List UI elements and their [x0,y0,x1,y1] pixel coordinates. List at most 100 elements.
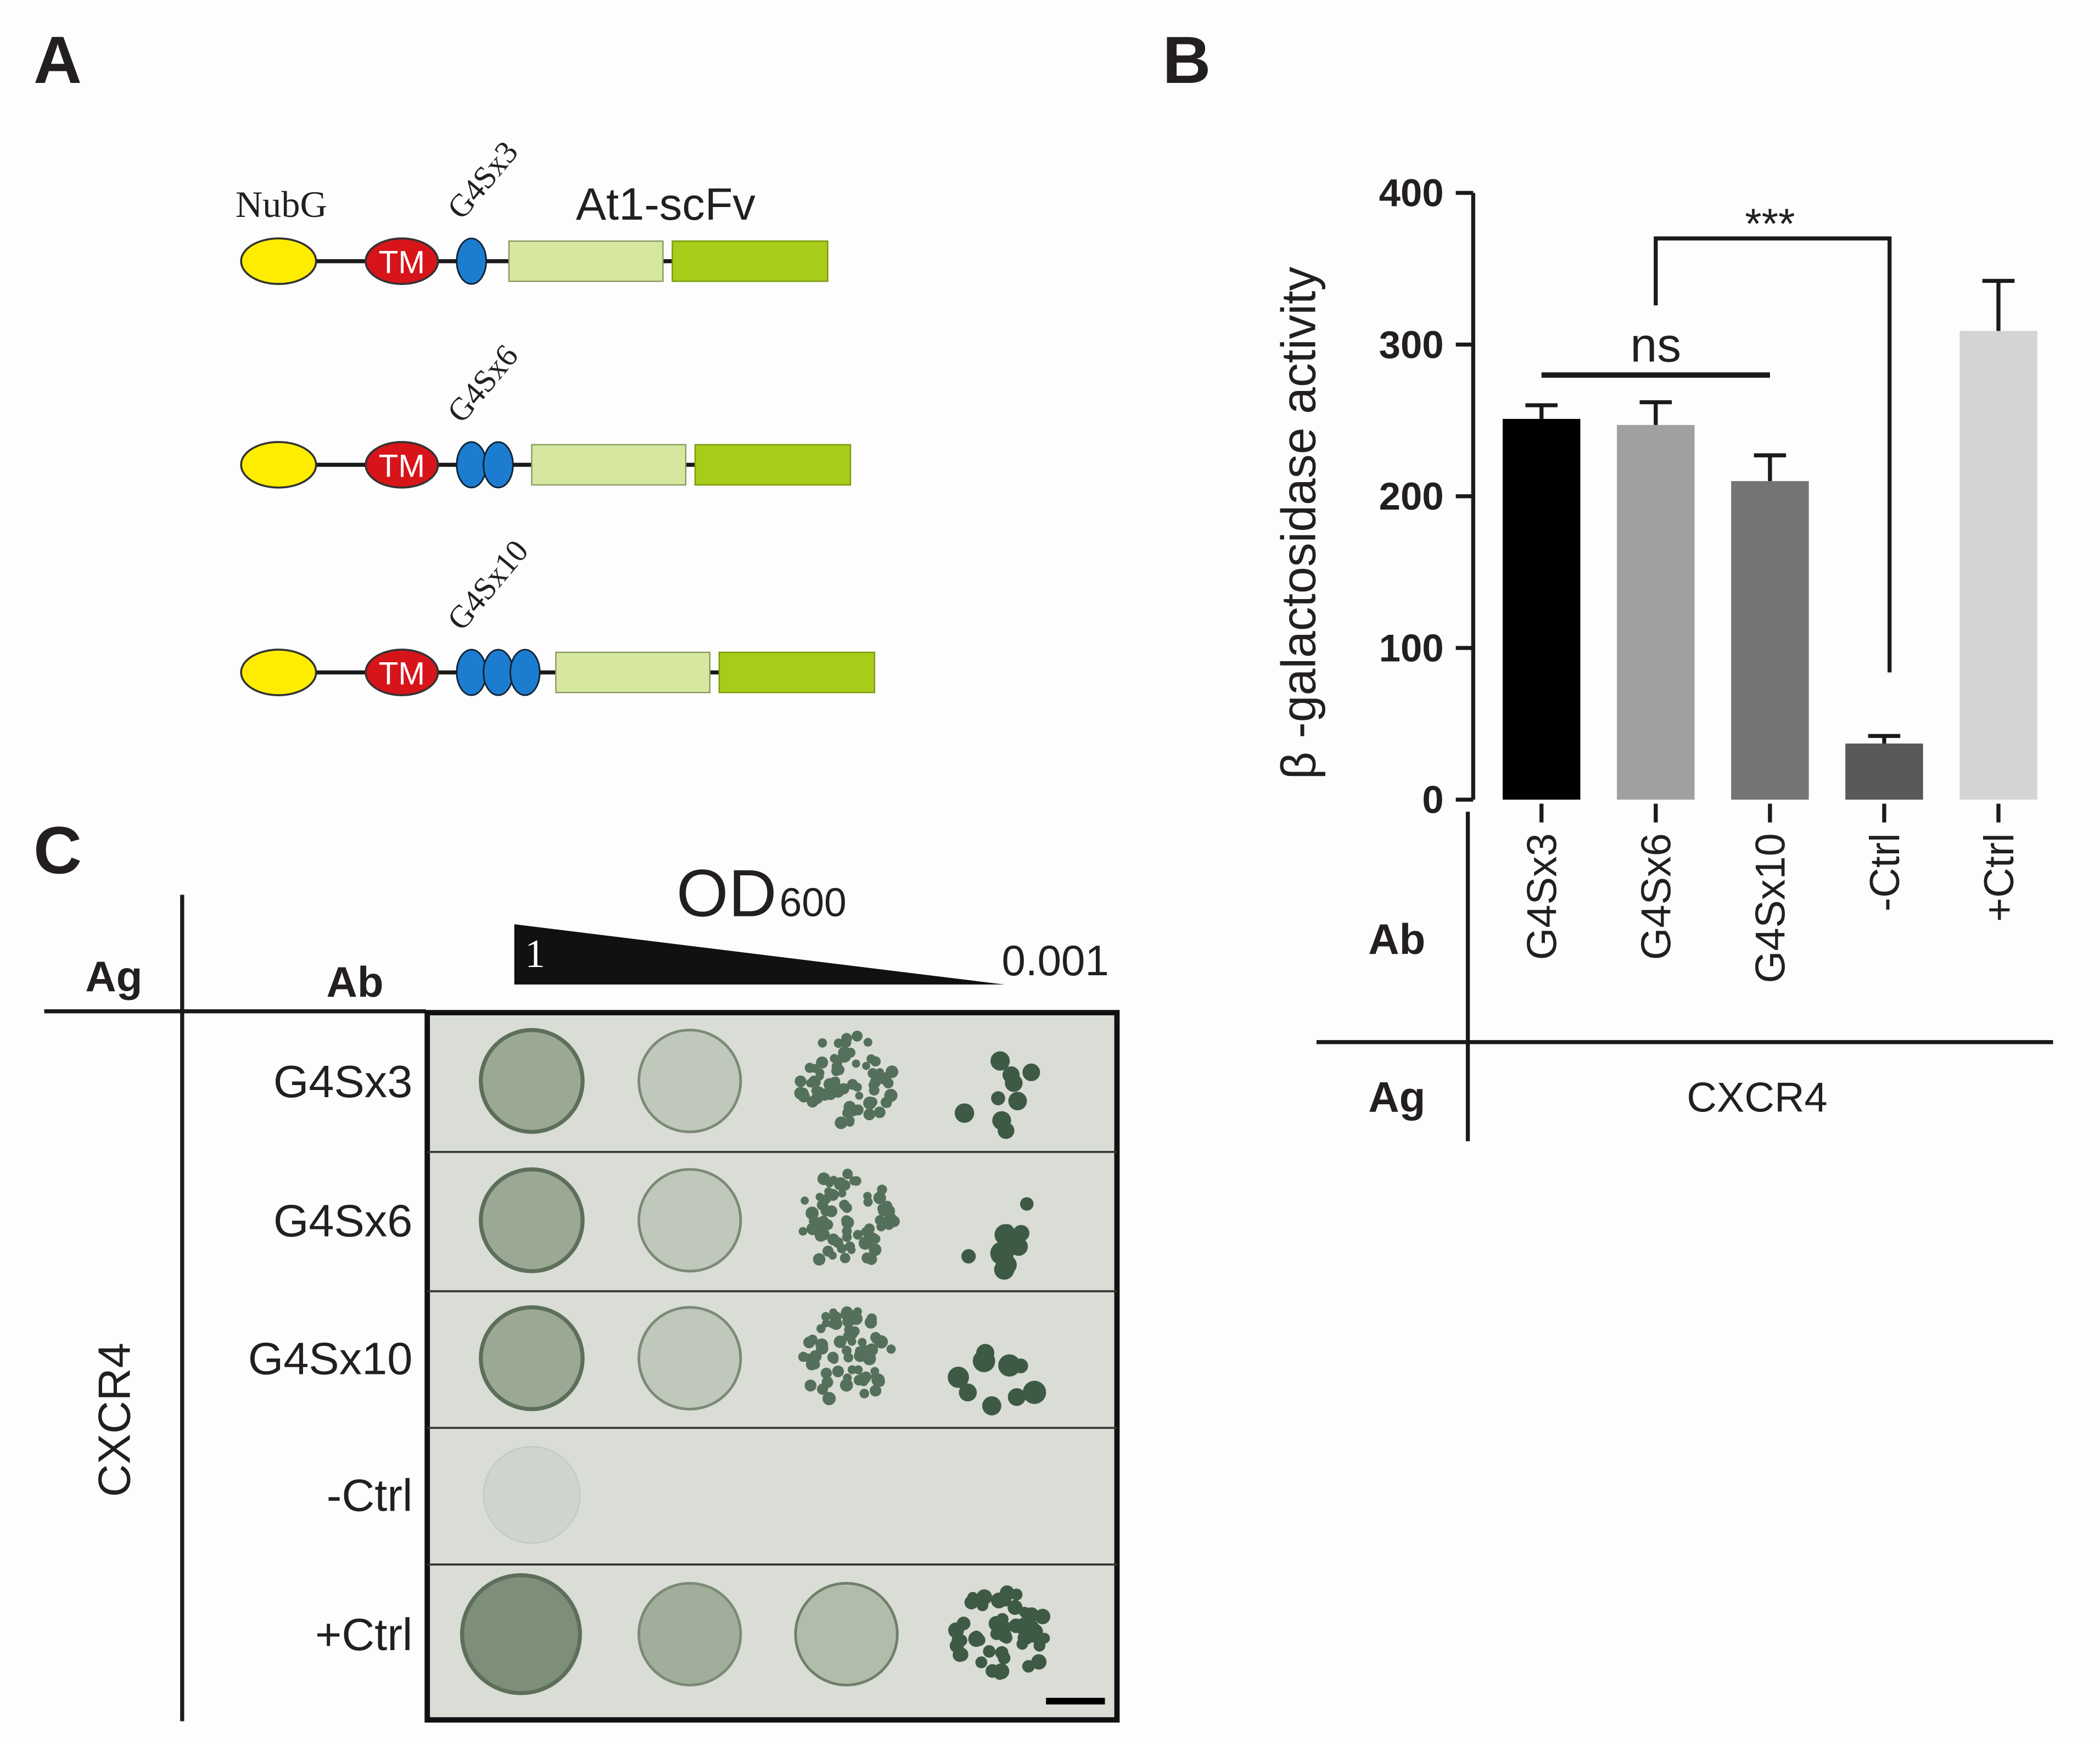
colony [1012,1225,1029,1242]
colony [1033,1640,1046,1652]
colony [816,1219,829,1232]
colony [854,1365,863,1374]
colony [1000,1632,1013,1644]
tm-label: TM [379,245,425,281]
colony [948,1366,969,1388]
spot [460,1573,582,1695]
colony [998,1354,1021,1377]
row-label: G4Sx6 [273,1195,413,1246]
colony [870,1076,881,1088]
colony [852,1059,860,1068]
colony [1009,1237,1028,1256]
vh-domain [508,240,664,282]
colony [1005,1074,1023,1092]
colony [815,1072,824,1081]
panel-label: A [33,23,82,97]
colony [870,1384,882,1397]
colony [873,1106,886,1119]
colony [845,1118,855,1127]
tm-domain [365,237,439,285]
colony [816,1199,828,1211]
dilution-end: 0.001 [1002,936,1109,985]
dilution-start: 1 [525,931,545,976]
colony [982,1396,1001,1416]
colony [813,1253,826,1266]
g4s-domain [509,649,541,696]
table-row-header: Ab [1368,915,1425,963]
spot [479,1305,585,1411]
colony [798,1351,809,1362]
colony [809,1215,820,1227]
colony [839,1253,850,1264]
y-tick-label: 400 [1379,171,1444,215]
g4s-domain [456,237,488,285]
colony [804,1063,815,1073]
colony [863,1038,872,1047]
colony [881,1074,890,1083]
colony [833,1038,843,1048]
column-header: Ag [85,952,142,1000]
colony [864,1223,875,1234]
colony [844,1324,854,1335]
colony [841,1215,852,1226]
colony [871,1234,881,1244]
spot [637,1028,742,1133]
colony [798,1227,808,1236]
colony [976,1344,995,1362]
od-label: OD 600 [676,856,847,930]
nubg-domain [240,649,317,696]
colony [1001,1622,1012,1633]
colony [1008,1092,1027,1111]
bar [1845,744,1923,800]
colony [794,1075,807,1087]
nubg-label: NubG [236,183,327,225]
spot [479,1028,585,1134]
colony [849,1176,859,1186]
colony [1034,1608,1051,1624]
colony [862,1061,871,1070]
colony [867,1097,878,1108]
vl-domain [671,240,828,282]
colony [875,1335,888,1349]
spot [483,1446,581,1544]
colony [961,1249,976,1264]
dilution-wedge [514,924,1005,985]
colony [800,1197,809,1205]
colony [976,1599,989,1612]
colony [822,1391,836,1406]
colony [825,1088,837,1100]
colony [832,1237,843,1248]
antigen-label: CXCR4 [1687,1075,1827,1121]
colony [1016,1638,1028,1650]
nubg-domain [240,441,317,489]
panel-label: C [33,813,82,887]
colony [821,1376,833,1388]
colony [876,1068,884,1077]
colony [1013,1359,1028,1373]
colony [843,1373,852,1383]
colony [828,1251,837,1260]
colony [875,1377,885,1387]
row-label: G4Sx3 [273,1056,413,1107]
od-text: OD [676,856,777,930]
colony [829,1311,842,1323]
bar [1959,331,2037,800]
colony [853,1082,862,1092]
colony [818,1343,827,1352]
colony [959,1383,977,1402]
colony [867,1068,878,1079]
colony [839,1180,850,1191]
construct-label: G4Sx3 [440,134,525,225]
colony [859,1344,869,1354]
x-tick-label: G4Sx10 [1748,833,1794,983]
g4s-domain [483,441,514,489]
colony [852,1030,863,1042]
y-tick-label: 100 [1379,626,1444,669]
colony [954,1103,975,1123]
colony [861,1252,873,1264]
table-row-header: Ag [1368,1073,1425,1121]
colony [859,1389,870,1399]
colony [882,1204,895,1218]
